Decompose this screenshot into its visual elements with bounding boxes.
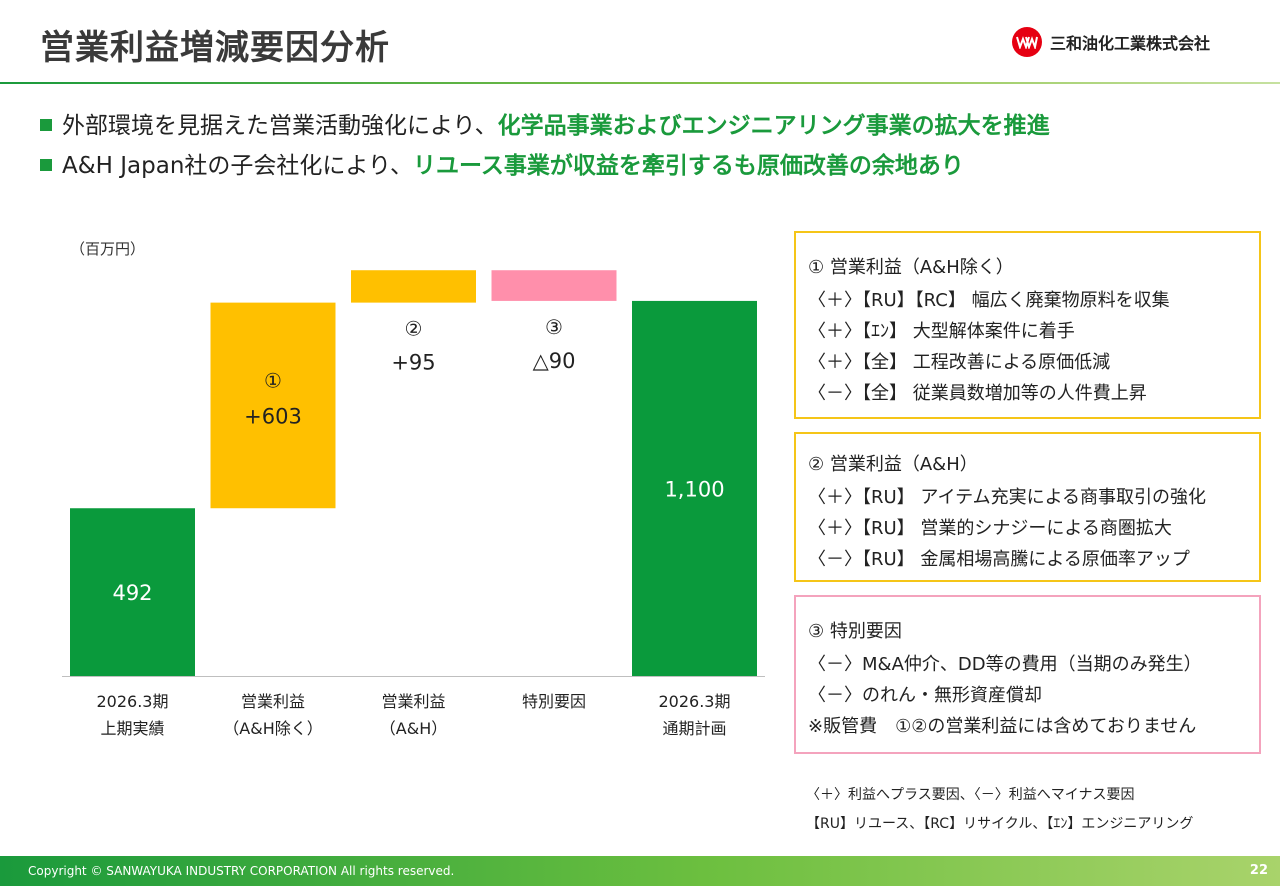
data-label: △90 xyxy=(533,349,576,373)
category-label: 2026.3期 通期計画 xyxy=(630,688,760,742)
factor-box-3-header: ③ 特別要因 xyxy=(808,617,1259,643)
category-label-line: 通期計画 xyxy=(630,715,760,742)
footer-bar: Copyright © SANWAYUKA INDUSTRY CORPORATI… xyxy=(0,856,1280,886)
category-label-line: 上期実績 xyxy=(68,715,198,742)
factor-box-2: ② 営業利益（A&H） 〈＋〉【RU】 アイテム充実による商事取引の強化 〈＋〉… xyxy=(794,432,1261,582)
factor-line: 〈＋〉【RU】【RC】 幅広く廃棄物原料を収集 xyxy=(808,285,1259,316)
category-label: 営業利益 （A&H） xyxy=(349,688,479,742)
category-label-line: 2026.3期 xyxy=(68,688,198,715)
factor-box-1-header: ① 営業利益（A&H除く） xyxy=(808,253,1259,279)
sanwa-logo-icon xyxy=(1012,27,1042,57)
factor-box-1: ① 営業利益（A&H除く） 〈＋〉【RU】【RC】 幅広く廃棄物原料を収集 〈＋… xyxy=(794,231,1261,419)
factor-line: 〈－〉のれん・無形資産償却 xyxy=(808,680,1259,711)
bar xyxy=(492,270,617,301)
company-name: 三和油化工業株式会社 xyxy=(1050,30,1210,54)
bar-marker: ③ xyxy=(545,315,563,339)
factor-line: ※販管費 ①②の営業利益には含めておりません xyxy=(808,711,1259,742)
data-label: +603 xyxy=(244,404,302,428)
category-label-line: 営業利益 xyxy=(349,688,479,715)
waterfall-chart: 492 ① +603 ② +95 ③ △90 1,100 xyxy=(0,0,790,760)
category-label-line: （A&H） xyxy=(349,715,479,742)
category-label-line: 特別要因 xyxy=(489,688,619,715)
legend-line-2: 【RU】リユース、【RC】リサイクル、【ｴﾝ】エンジニアリング xyxy=(806,813,1193,833)
bar-marker: ② xyxy=(405,317,423,341)
factor-line: 〈＋〉【全】 工程改善による原価低減 xyxy=(808,347,1259,378)
factor-line: 〈－〉M&A仲介、DD等の費用（当期のみ発生） xyxy=(808,649,1259,680)
factor-box-2-header: ② 営業利益（A&H） xyxy=(808,450,1259,476)
category-label: 2026.3期 上期実績 xyxy=(68,688,198,742)
bar-marker: ① xyxy=(264,368,282,392)
factor-line: 〈＋〉【ｴﾝ】 大型解体案件に着手 xyxy=(808,316,1259,347)
category-label: 営業利益 （A&H除く） xyxy=(208,688,338,742)
company-logo: 三和油化工業株式会社 xyxy=(1012,27,1210,57)
category-label: 特別要因 xyxy=(489,688,619,715)
legend-line-1: 〈＋〉利益へプラス要因、〈－〉利益へマイナス要因 xyxy=(806,784,1134,804)
factor-line: 〈＋〉【RU】 アイテム充実による商事取引の強化 xyxy=(808,482,1259,513)
factor-line: 〈－〉【全】 従業員数増加等の人件費上昇 xyxy=(808,378,1259,409)
data-label: 492 xyxy=(112,581,152,605)
category-label-line: 2026.3期 xyxy=(630,688,760,715)
copyright-text: Copyright © SANWAYUKA INDUSTRY CORPORATI… xyxy=(28,864,454,878)
page-number: 22 xyxy=(1250,863,1268,878)
category-label-line: 営業利益 xyxy=(208,688,338,715)
category-label-line: （A&H除く） xyxy=(208,715,338,742)
data-label: 1,100 xyxy=(664,477,724,501)
factor-line: 〈－〉【RU】 金属相場高騰による原価率アップ xyxy=(808,544,1259,575)
bar xyxy=(351,270,476,302)
factor-line: 〈＋〉【RU】 営業的シナジーによる商圏拡大 xyxy=(808,513,1259,544)
factor-box-3: ③ 特別要因 〈－〉M&A仲介、DD等の費用（当期のみ発生） 〈－〉のれん・無形… xyxy=(794,595,1261,754)
data-label: +95 xyxy=(391,351,435,375)
